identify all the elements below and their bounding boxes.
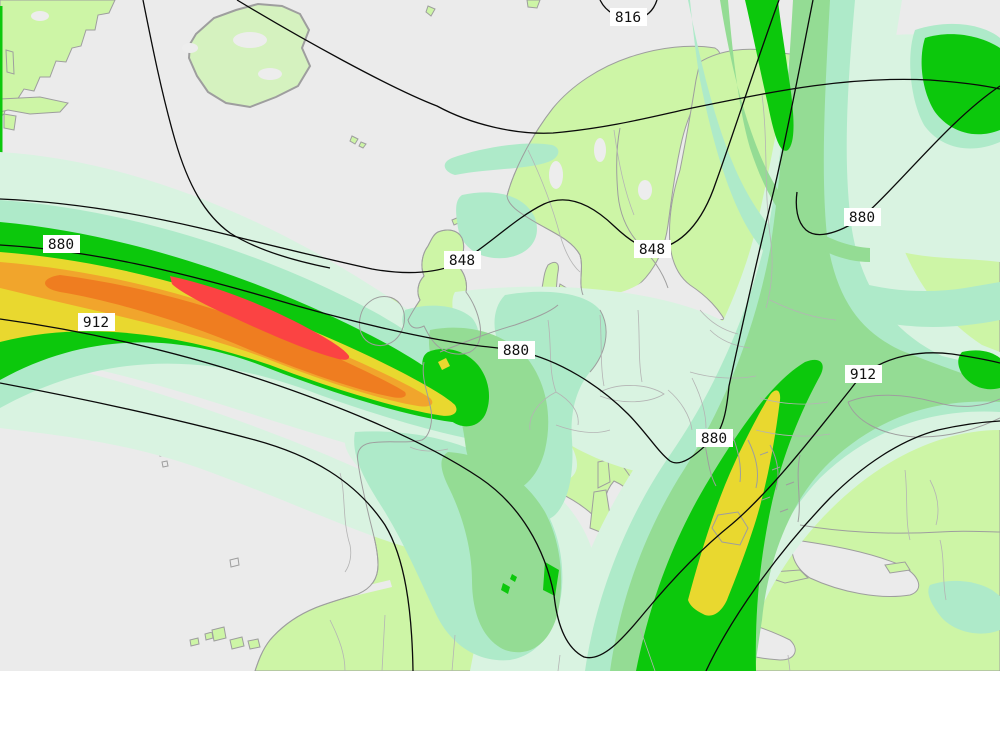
contour-816-long [236, 0, 1000, 134]
contour-branch-nw [142, 0, 331, 269]
land-cyprus [884, 561, 911, 574]
contour-label: 848 [634, 240, 671, 258]
terrain-patch-layer [31, 11, 810, 246]
svg-text:880: 880 [849, 210, 875, 226]
coastline-overlay-layer [254, 107, 1000, 672]
svg-text:880: 880 [48, 237, 74, 253]
svg-text:848: 848 [639, 242, 665, 258]
svg-text:880: 880 [503, 343, 529, 359]
land-iceland [187, 2, 312, 109]
contour-label: 880 [844, 208, 881, 226]
contour-944-east [705, 420, 1000, 672]
sea-gibraltar-strait [348, 580, 392, 597]
contour-880-main [0, 0, 814, 464]
contour-label: 880 [696, 429, 733, 447]
jet-stream-layer [0, 0, 1000, 671]
land-canaries [189, 626, 261, 650]
svg-text:880: 880 [701, 431, 727, 447]
sea-east-med [791, 539, 920, 597]
contour-label: 912 [78, 313, 115, 331]
contour-944-west [0, 382, 414, 672]
contour-848 [0, 0, 780, 274]
svg-text:848: 848 [449, 253, 475, 269]
contour-label: 912 [845, 365, 882, 383]
footer-bar: Jet stream/Height 300 hPa [kts] ARPEGE S… [0, 671, 1000, 733]
svg-text:912: 912 [83, 315, 109, 331]
contour-label: 816 [610, 8, 647, 26]
contour-label-layer: 816 848 848 880 880 880 880 912 912 [43, 8, 882, 447]
map-edge-strip [0, 6, 3, 196]
contour-label: 848 [444, 251, 481, 269]
border-layer [329, 94, 947, 672]
contour-label: 880 [43, 235, 80, 253]
svg-text:912: 912 [850, 367, 876, 383]
svg-text:816: 816 [615, 10, 641, 26]
land-greenland-isles [3, 49, 17, 131]
land-small-islands [349, 0, 541, 226]
jet-band-orange [45, 275, 406, 398]
jet-band-red [170, 276, 350, 360]
contour-label: 880 [498, 341, 535, 359]
